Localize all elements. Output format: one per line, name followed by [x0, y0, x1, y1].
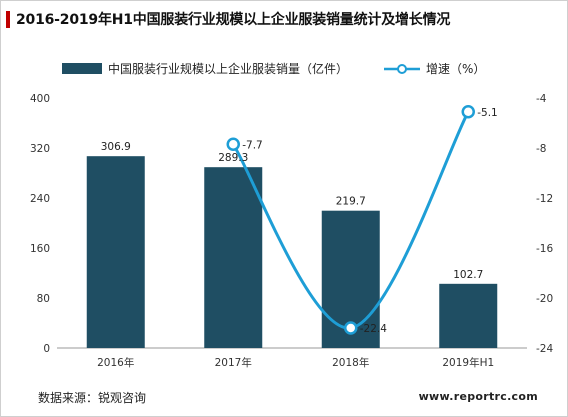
chart-title: 2016-2019年H1中国服装行业规模以上企业服装销量统计及增长情况	[16, 12, 451, 28]
title-accent-bar	[6, 11, 10, 28]
growth-value-label: -7.7	[242, 139, 263, 151]
legend-label-sales: 中国服装行业规模以上企业服装销量（亿件）	[108, 62, 349, 76]
growth-value-label: -22.4	[360, 323, 387, 335]
y-right-tick-label: -8	[536, 143, 546, 155]
y-left-tick-label: 160	[30, 243, 50, 255]
legend-swatch-line	[384, 63, 421, 74]
y-left-tick-label: 400	[30, 93, 50, 105]
bars	[86, 156, 498, 348]
bar-value-label: 219.7	[336, 196, 366, 208]
data-labels: 306.9 289.3 219.7 102.7 -7.7 -22.4 -5.1	[101, 107, 498, 335]
bar-value-label: 306.9	[101, 141, 131, 153]
y-left-tick-label: 320	[30, 143, 50, 155]
x-tick-label: 2016年	[97, 356, 134, 369]
legend-label-growth: 增速（%）	[426, 62, 486, 76]
y-right-tick-label: -4	[536, 93, 547, 105]
y-right-tick-label: -12	[536, 193, 553, 205]
growth-point-1	[226, 137, 240, 151]
growth-value-label: -5.1	[477, 107, 498, 119]
x-tick-label: 2017年	[215, 356, 252, 369]
y-left-tick-label: 240	[30, 193, 50, 205]
legend-item-sales: 中国服装行业规模以上企业服装销量（亿件）	[62, 60, 348, 77]
bar-value-label: 102.7	[453, 269, 483, 281]
y-left-tick-label: 0	[43, 343, 50, 355]
y-right-tick-label: -20	[536, 293, 553, 305]
legend-item-growth: 增速（%）	[382, 60, 485, 77]
source-note: 数据来源：锐观咨询	[38, 391, 147, 405]
y-right-tick-label: -24	[536, 343, 553, 355]
bar-1	[204, 167, 263, 348]
chart-legend: 中国服装行业规模以上企业服装销量（亿件） 增速（%）	[62, 60, 485, 77]
bar-3	[439, 283, 498, 348]
growth-point-2	[344, 321, 358, 335]
legend-swatch-bar	[62, 63, 102, 74]
growth-line	[226, 105, 475, 335]
y-right-tick-label: -16	[536, 243, 553, 255]
growth-point-3	[461, 105, 475, 119]
x-tick-label: 2018年	[332, 356, 369, 369]
bar-0	[86, 156, 145, 348]
y-left-tick-label: 80	[37, 293, 50, 305]
bar-value-label: 289.3	[218, 152, 248, 164]
x-tick-label: 2019年H1	[442, 356, 494, 369]
website-label: www.reportrc.com	[418, 390, 538, 403]
